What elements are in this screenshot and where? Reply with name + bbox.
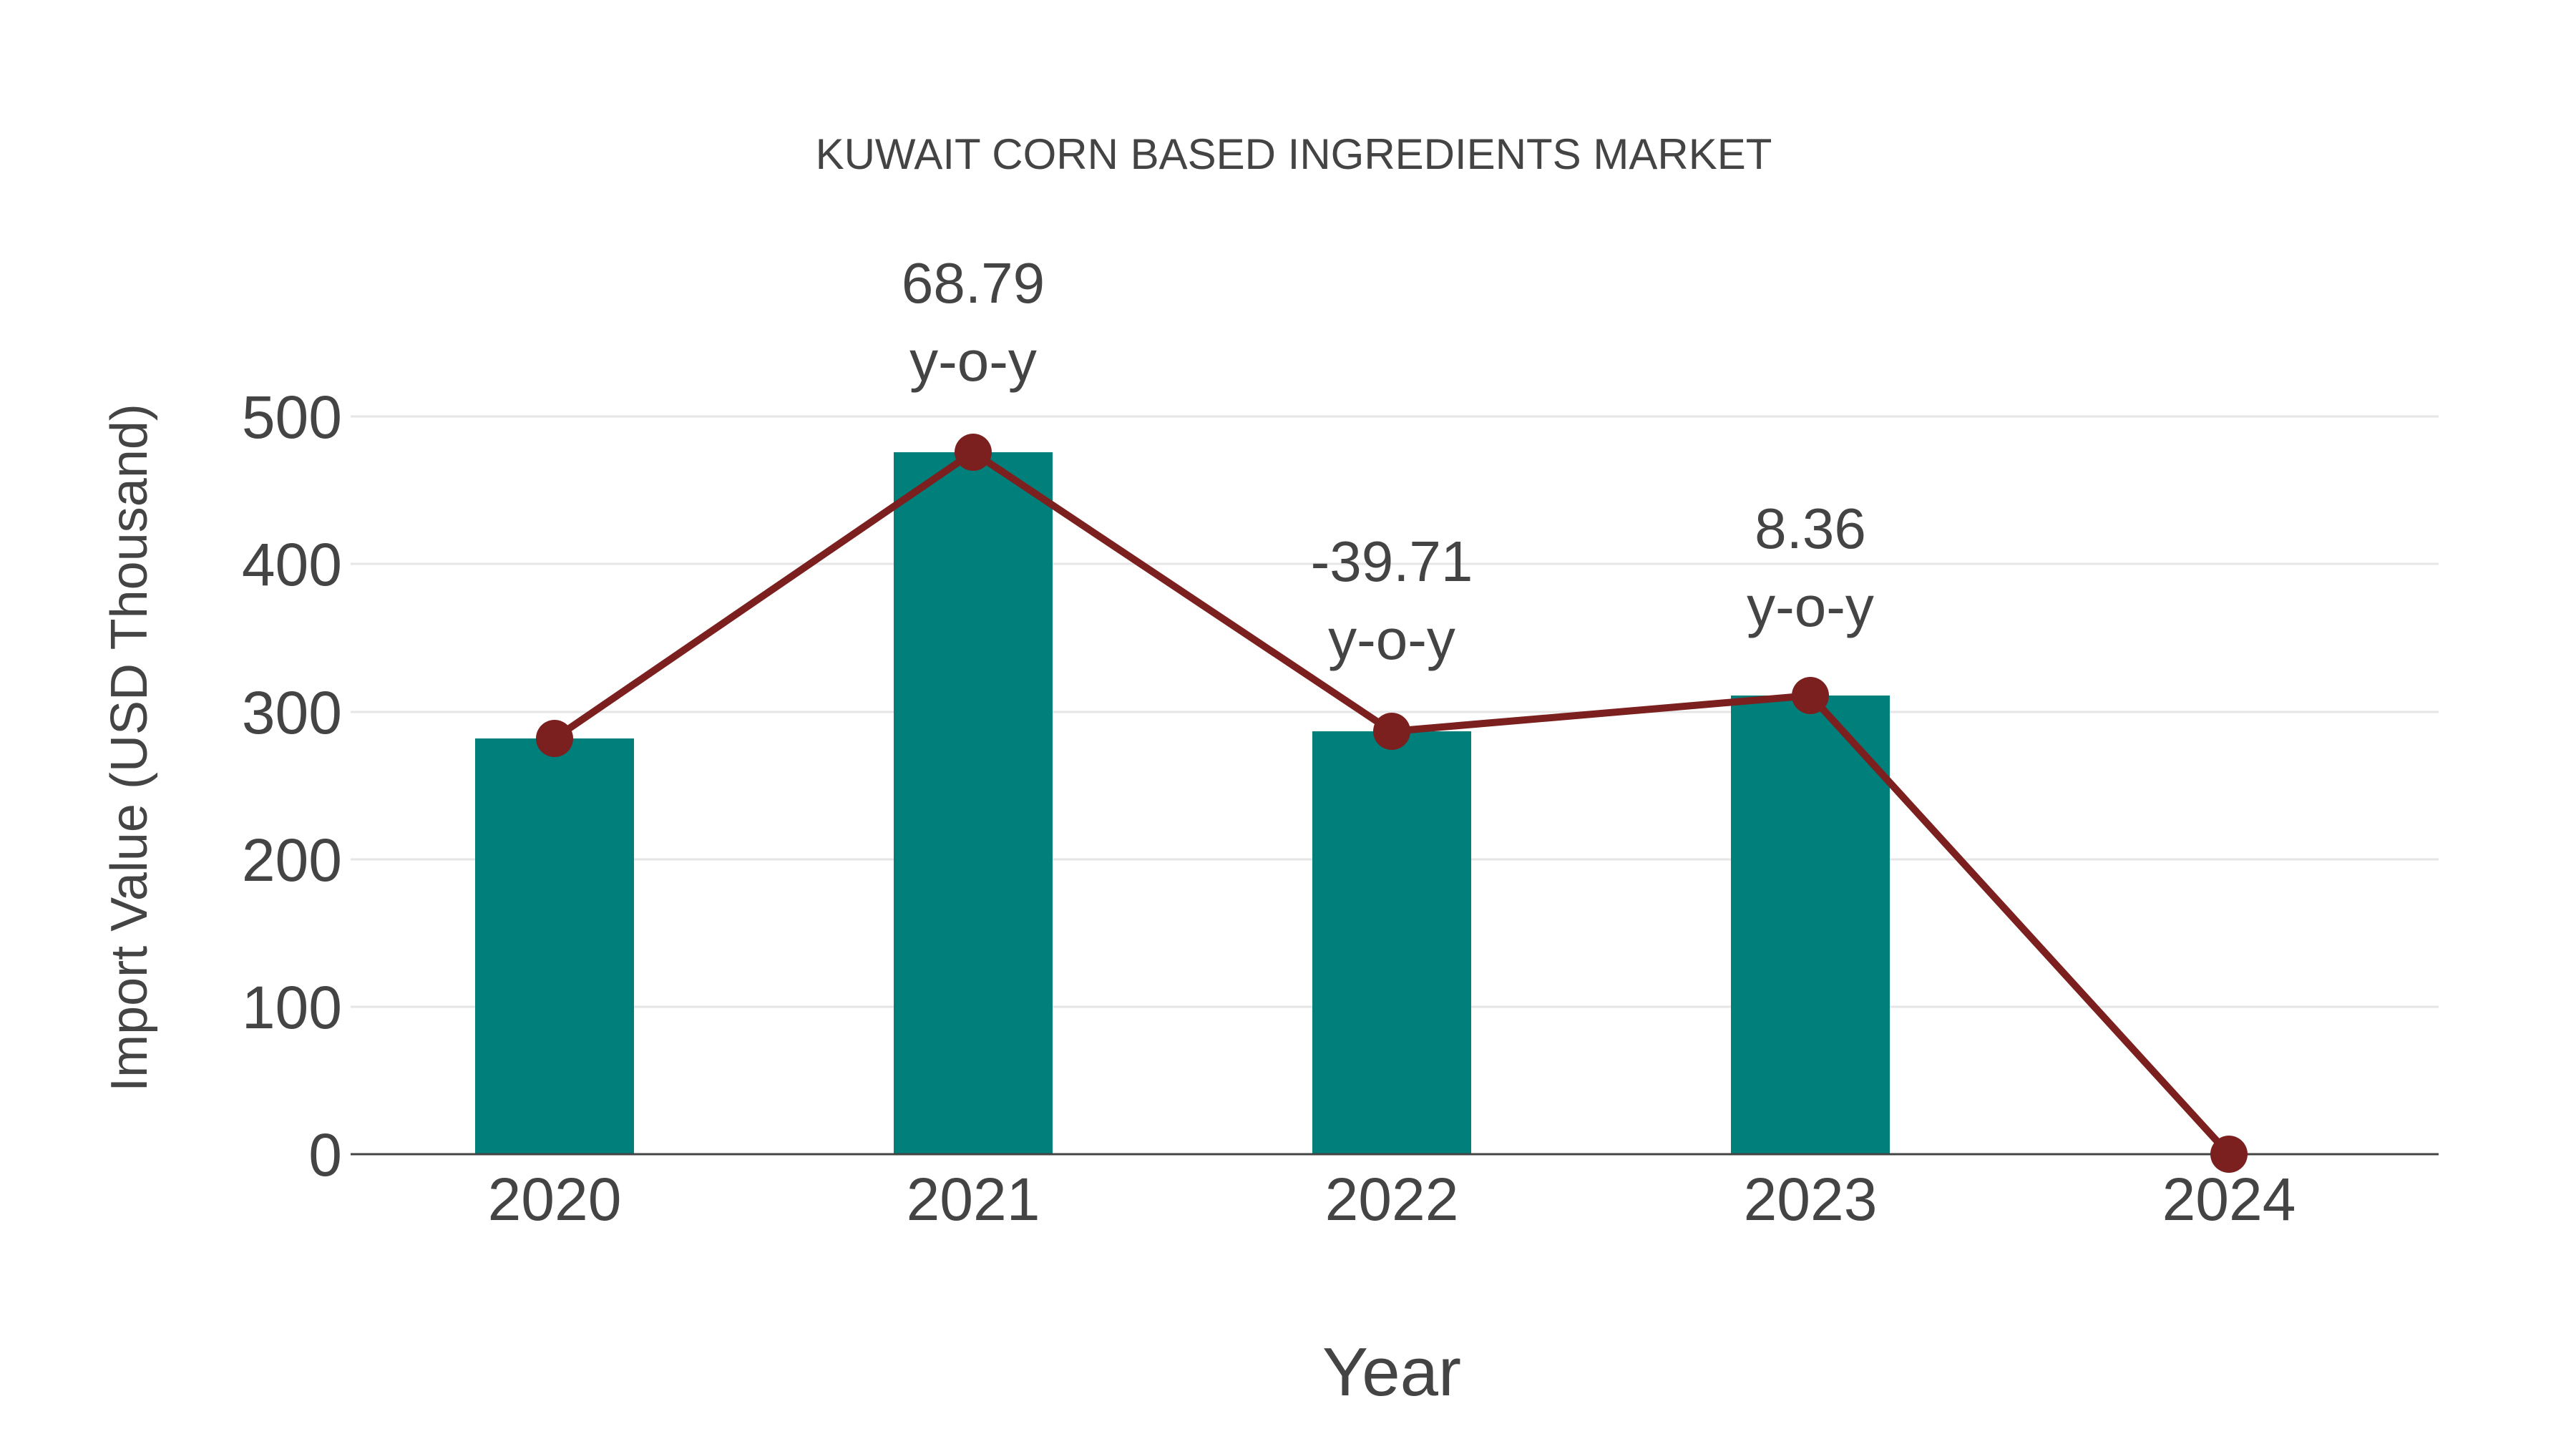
point-2021 xyxy=(955,434,992,471)
x-axis-title: Year xyxy=(1322,1334,1461,1410)
annotation-2022-suffix: y-o-y xyxy=(1328,608,1455,671)
annotation-2023-value: 8.36 xyxy=(1755,497,1866,560)
point-2022 xyxy=(1373,713,1410,750)
x-tick-2022: 2022 xyxy=(1325,1166,1459,1233)
point-2024 xyxy=(2210,1136,2248,1173)
y-tick-labels: 0 100 200 300 400 500 xyxy=(242,384,342,1189)
y-tick-400: 400 xyxy=(242,531,342,598)
y-tick-0: 0 xyxy=(308,1121,342,1189)
trend-line xyxy=(536,434,2248,1173)
chart-title: KUWAIT CORN BASED INGREDIENTS MARKET xyxy=(816,130,1772,178)
point-2020 xyxy=(536,720,573,757)
bar-2023 xyxy=(1731,696,1890,1154)
x-tick-2024: 2024 xyxy=(2162,1166,2296,1233)
y-tick-500: 500 xyxy=(242,384,342,451)
point-2023 xyxy=(1792,677,1829,714)
bar-2022 xyxy=(1312,731,1471,1154)
bar-2020 xyxy=(475,738,634,1154)
y-tick-100: 100 xyxy=(242,974,342,1041)
x-tick-labels: 2020 2021 2022 2023 2024 xyxy=(488,1166,2296,1233)
annotation-2022-value: -39.71 xyxy=(1311,530,1473,593)
annotation-2021-value: 68.79 xyxy=(902,251,1045,315)
y-tick-200: 200 xyxy=(242,826,342,894)
bars xyxy=(475,452,1890,1154)
y-tick-300: 300 xyxy=(242,679,342,746)
annotations: 68.79 y-o-y -39.71 y-o-y 8.36 y-o-y xyxy=(902,251,1874,671)
annotation-2023-suffix: y-o-y xyxy=(1747,575,1874,638)
annotation-2021-suffix: y-o-y xyxy=(909,329,1037,393)
bar-2021 xyxy=(894,452,1053,1154)
x-tick-2021: 2021 xyxy=(907,1166,1040,1233)
y-axis-title: Import Value (USD Thousand) xyxy=(101,404,158,1092)
x-tick-2023: 2023 xyxy=(1744,1166,1878,1233)
x-tick-2020: 2020 xyxy=(488,1166,622,1233)
